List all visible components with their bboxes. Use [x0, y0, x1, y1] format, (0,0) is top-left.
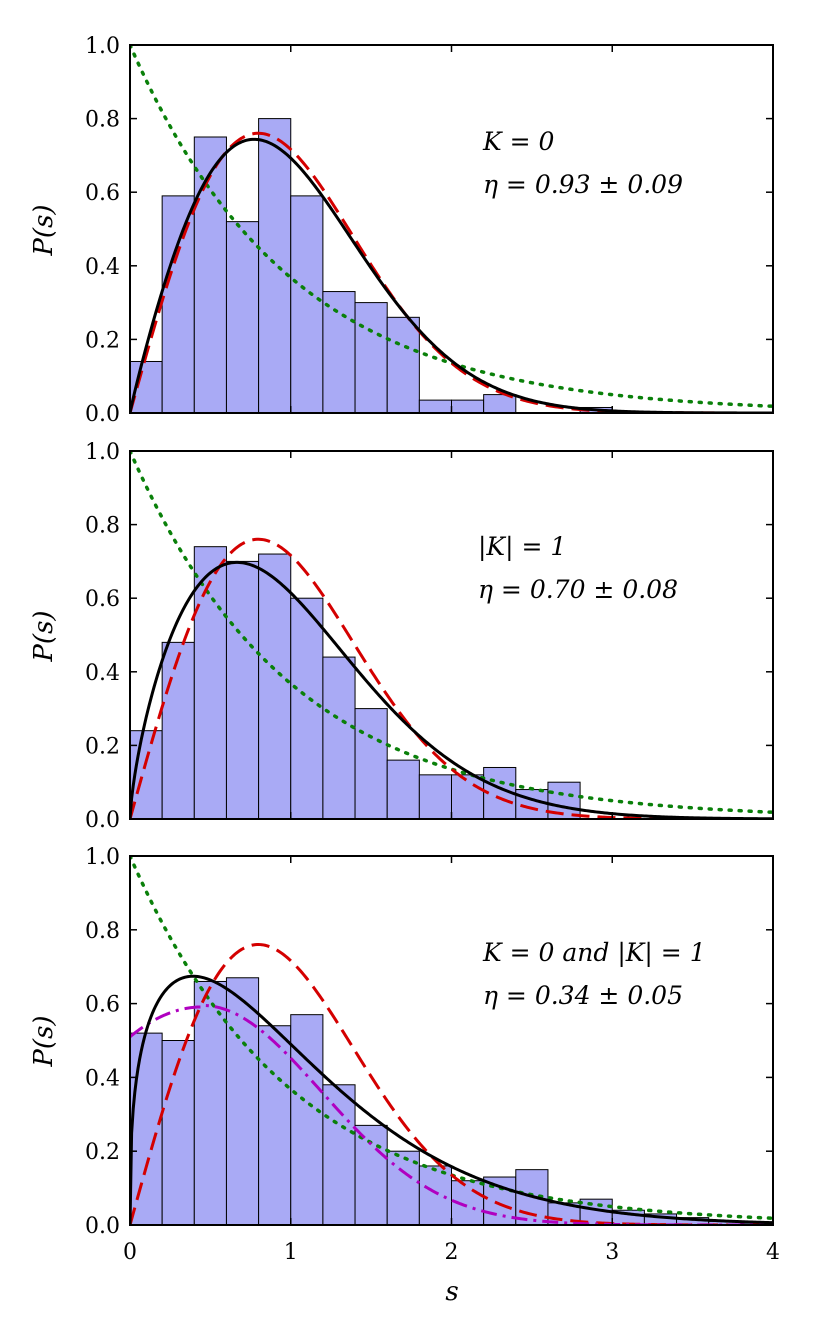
- panel-middle-bar: [290, 597, 324, 820]
- panel-middle-bar: [322, 656, 356, 820]
- panel-middle-ytick-label: 0.0: [85, 808, 120, 833]
- panel-bottom-bar: [225, 977, 260, 1226]
- panel-top-ytick-label: 1.0: [85, 34, 120, 59]
- panel-top-annotation-line1: K = 0: [482, 127, 555, 156]
- panel-bottom-ytick-label: 0.4: [85, 1066, 120, 1091]
- panel-bottom-xtick-label: 0: [123, 1240, 137, 1265]
- panel-middle-bar: [418, 774, 453, 820]
- panel-top-bar: [354, 302, 388, 414]
- panel-bottom-bar: [193, 980, 227, 1226]
- panel-middle-ytick-label: 1.0: [85, 440, 120, 465]
- panel-bottom-ytick-label: 0.6: [85, 993, 120, 1018]
- panel-middle-fit-curve: [130, 560, 773, 819]
- panel-middle-bar: [225, 560, 260, 820]
- panel-top-bar: [386, 316, 420, 414]
- panel-top-bar: [161, 195, 195, 414]
- panel-middle-bar: [515, 789, 549, 820]
- panel-bottom-xtick-label: 3: [605, 1240, 619, 1265]
- panel-middle: P(s) |K| = 1 η = 0.70 ± 0.08 0.0 0.2 0.4 0.…: [29, 440, 774, 833]
- panel-bottom-ytick-label: 1.0: [85, 845, 120, 870]
- panel-top-ytick-label: 0.4: [85, 255, 120, 280]
- panel-top-ylabel: P(s): [29, 204, 59, 256]
- panel-middle-ytick-label: 0.2: [85, 734, 120, 759]
- panel-top-annotation-line2: η = 0.93 ± 0.09: [483, 170, 683, 199]
- panel-bottom-bar: [258, 1025, 292, 1226]
- panel-top-bar: [322, 291, 356, 414]
- panel-bottom-bar: [161, 1040, 195, 1226]
- panel-middle-bar: [354, 708, 388, 820]
- panel-bottom-xtick-label: 4: [766, 1240, 780, 1265]
- panel-bottom-bar: [354, 1124, 388, 1226]
- panel-bottom-bar: [129, 1032, 163, 1226]
- x-axis-label: s: [445, 1277, 458, 1307]
- panel-bottom-mixed-curve: [130, 1003, 773, 1225]
- panel-top-bar: [451, 399, 485, 414]
- panel-middle-ylabel: P(s): [29, 610, 59, 662]
- panel-middle-ytick-label: 0.8: [85, 514, 120, 539]
- panel-bottom-annotation-line2: η = 0.34 ± 0.05: [483, 981, 683, 1010]
- panel-top-ytick-label: 0.2: [85, 328, 120, 353]
- panel-bottom-xtick-label: 2: [445, 1240, 459, 1265]
- panel-middle-poisson-curve: [130, 451, 773, 815]
- panel-bottom-bar: [290, 1014, 324, 1226]
- panel-middle-ytick-label: 0.6: [85, 587, 120, 612]
- panel-bottom-xtick-label: 1: [284, 1240, 298, 1265]
- panel-bottom-ytick-label: 0.0: [85, 1214, 120, 1239]
- panel-middle-bar: [451, 774, 485, 820]
- panel-middle-bar: [258, 553, 292, 820]
- panel-top-ytick-label: 0.8: [85, 108, 120, 133]
- panel-top-ytick-label: 0.6: [85, 181, 120, 206]
- panel-top-ytick-label: 0.0: [85, 402, 120, 427]
- panel-middle-ytick-label: 0.4: [85, 661, 120, 686]
- panel-bottom-ytick-label: 0.8: [85, 919, 120, 944]
- panel-middle-annotation-line2: η = 0.70 ± 0.08: [478, 575, 678, 604]
- panel-top-bar: [225, 221, 260, 414]
- panel-top-bar: [193, 136, 227, 414]
- panel-top-poisson-curve: [130, 45, 773, 409]
- panel-bottom-fit-curve: [130, 974, 773, 1225]
- panel-top-bar: [418, 399, 453, 414]
- panel-top-bar: [258, 118, 292, 414]
- panel-middle-bar: [193, 546, 227, 820]
- panel-middle-annotation-line1: |K| = 1: [478, 532, 566, 562]
- panel-bottom-bar: [483, 1176, 517, 1226]
- panel-bottom-bar: [322, 1084, 356, 1226]
- panel-top: P(s) K = 0 η = 0.93 ± 0.09 0.0 0.2 0.4 0.6 0…: [29, 34, 774, 427]
- panel-top-bar: [290, 195, 324, 414]
- panel-bottom-ylabel: P(s): [29, 1015, 59, 1067]
- panel-bottom-annotation-line1: K = 0 and |K| = 1: [482, 938, 706, 968]
- panel-bottom-ytick-label: 0.2: [85, 1140, 120, 1165]
- panel-bottom: P(s) K = 0 and |K| = 1 η = 0.34 ± 0.05 0…: [29, 845, 780, 1265]
- panel-middle-bar: [386, 759, 420, 820]
- panel-bottom-bar: [418, 1165, 453, 1226]
- panel-middle-bar: [161, 641, 195, 820]
